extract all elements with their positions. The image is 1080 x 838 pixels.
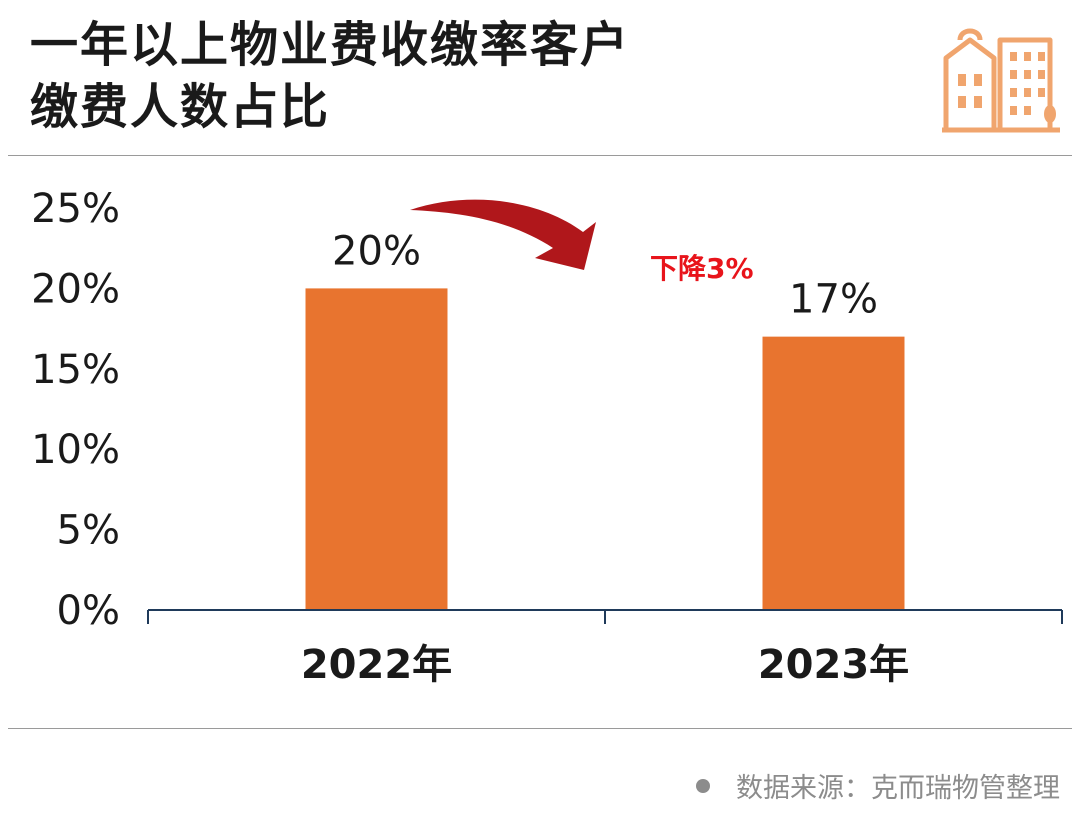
- y-tick-label: 5%: [57, 508, 120, 554]
- bar: [762, 336, 905, 610]
- source-note: 数据来源：克而瑞物管整理: [696, 766, 1060, 805]
- bar-chart: 0% 5% 10% 15% 20% 25% 20% 17% 2022年 2023年 下降3%: [31, 186, 1063, 688]
- y-tick-label: 20%: [31, 266, 120, 312]
- y-axis-labels: 0% 5% 10% 15% 20% 25%: [31, 186, 120, 634]
- bottom-divider: [8, 728, 1072, 729]
- bar-value-label: 17%: [789, 277, 878, 323]
- decline-arrow: [410, 199, 596, 270]
- x-category-label: 2022年: [301, 642, 452, 688]
- title-line-2: 缴费人数占比: [30, 79, 331, 135]
- y-tick-label: 0%: [57, 588, 120, 634]
- bullet-dot-icon: [696, 778, 710, 793]
- top-divider: [8, 155, 1072, 156]
- decline-label: 下降3%: [650, 252, 754, 285]
- title-line-1: 一年以上物业费收缴率客户: [30, 17, 631, 73]
- decline-annotation: 下降3%: [410, 199, 754, 285]
- y-tick-label: 25%: [31, 186, 120, 232]
- x-category-label: 2023年: [758, 642, 909, 688]
- chart-title: 一年以上物业费收缴率客户 缴费人数占比: [30, 14, 630, 138]
- bar-value-label: 20%: [332, 228, 421, 274]
- x-axis: 2022年 2023年: [147, 609, 1063, 688]
- y-tick-label: 10%: [31, 427, 120, 473]
- building-icon: [942, 28, 1060, 133]
- bars: 20% 17%: [305, 228, 905, 610]
- bar: [305, 288, 448, 610]
- y-tick-label: 15%: [31, 347, 120, 393]
- source-text: 数据来源：克而瑞物管整理: [736, 773, 1060, 804]
